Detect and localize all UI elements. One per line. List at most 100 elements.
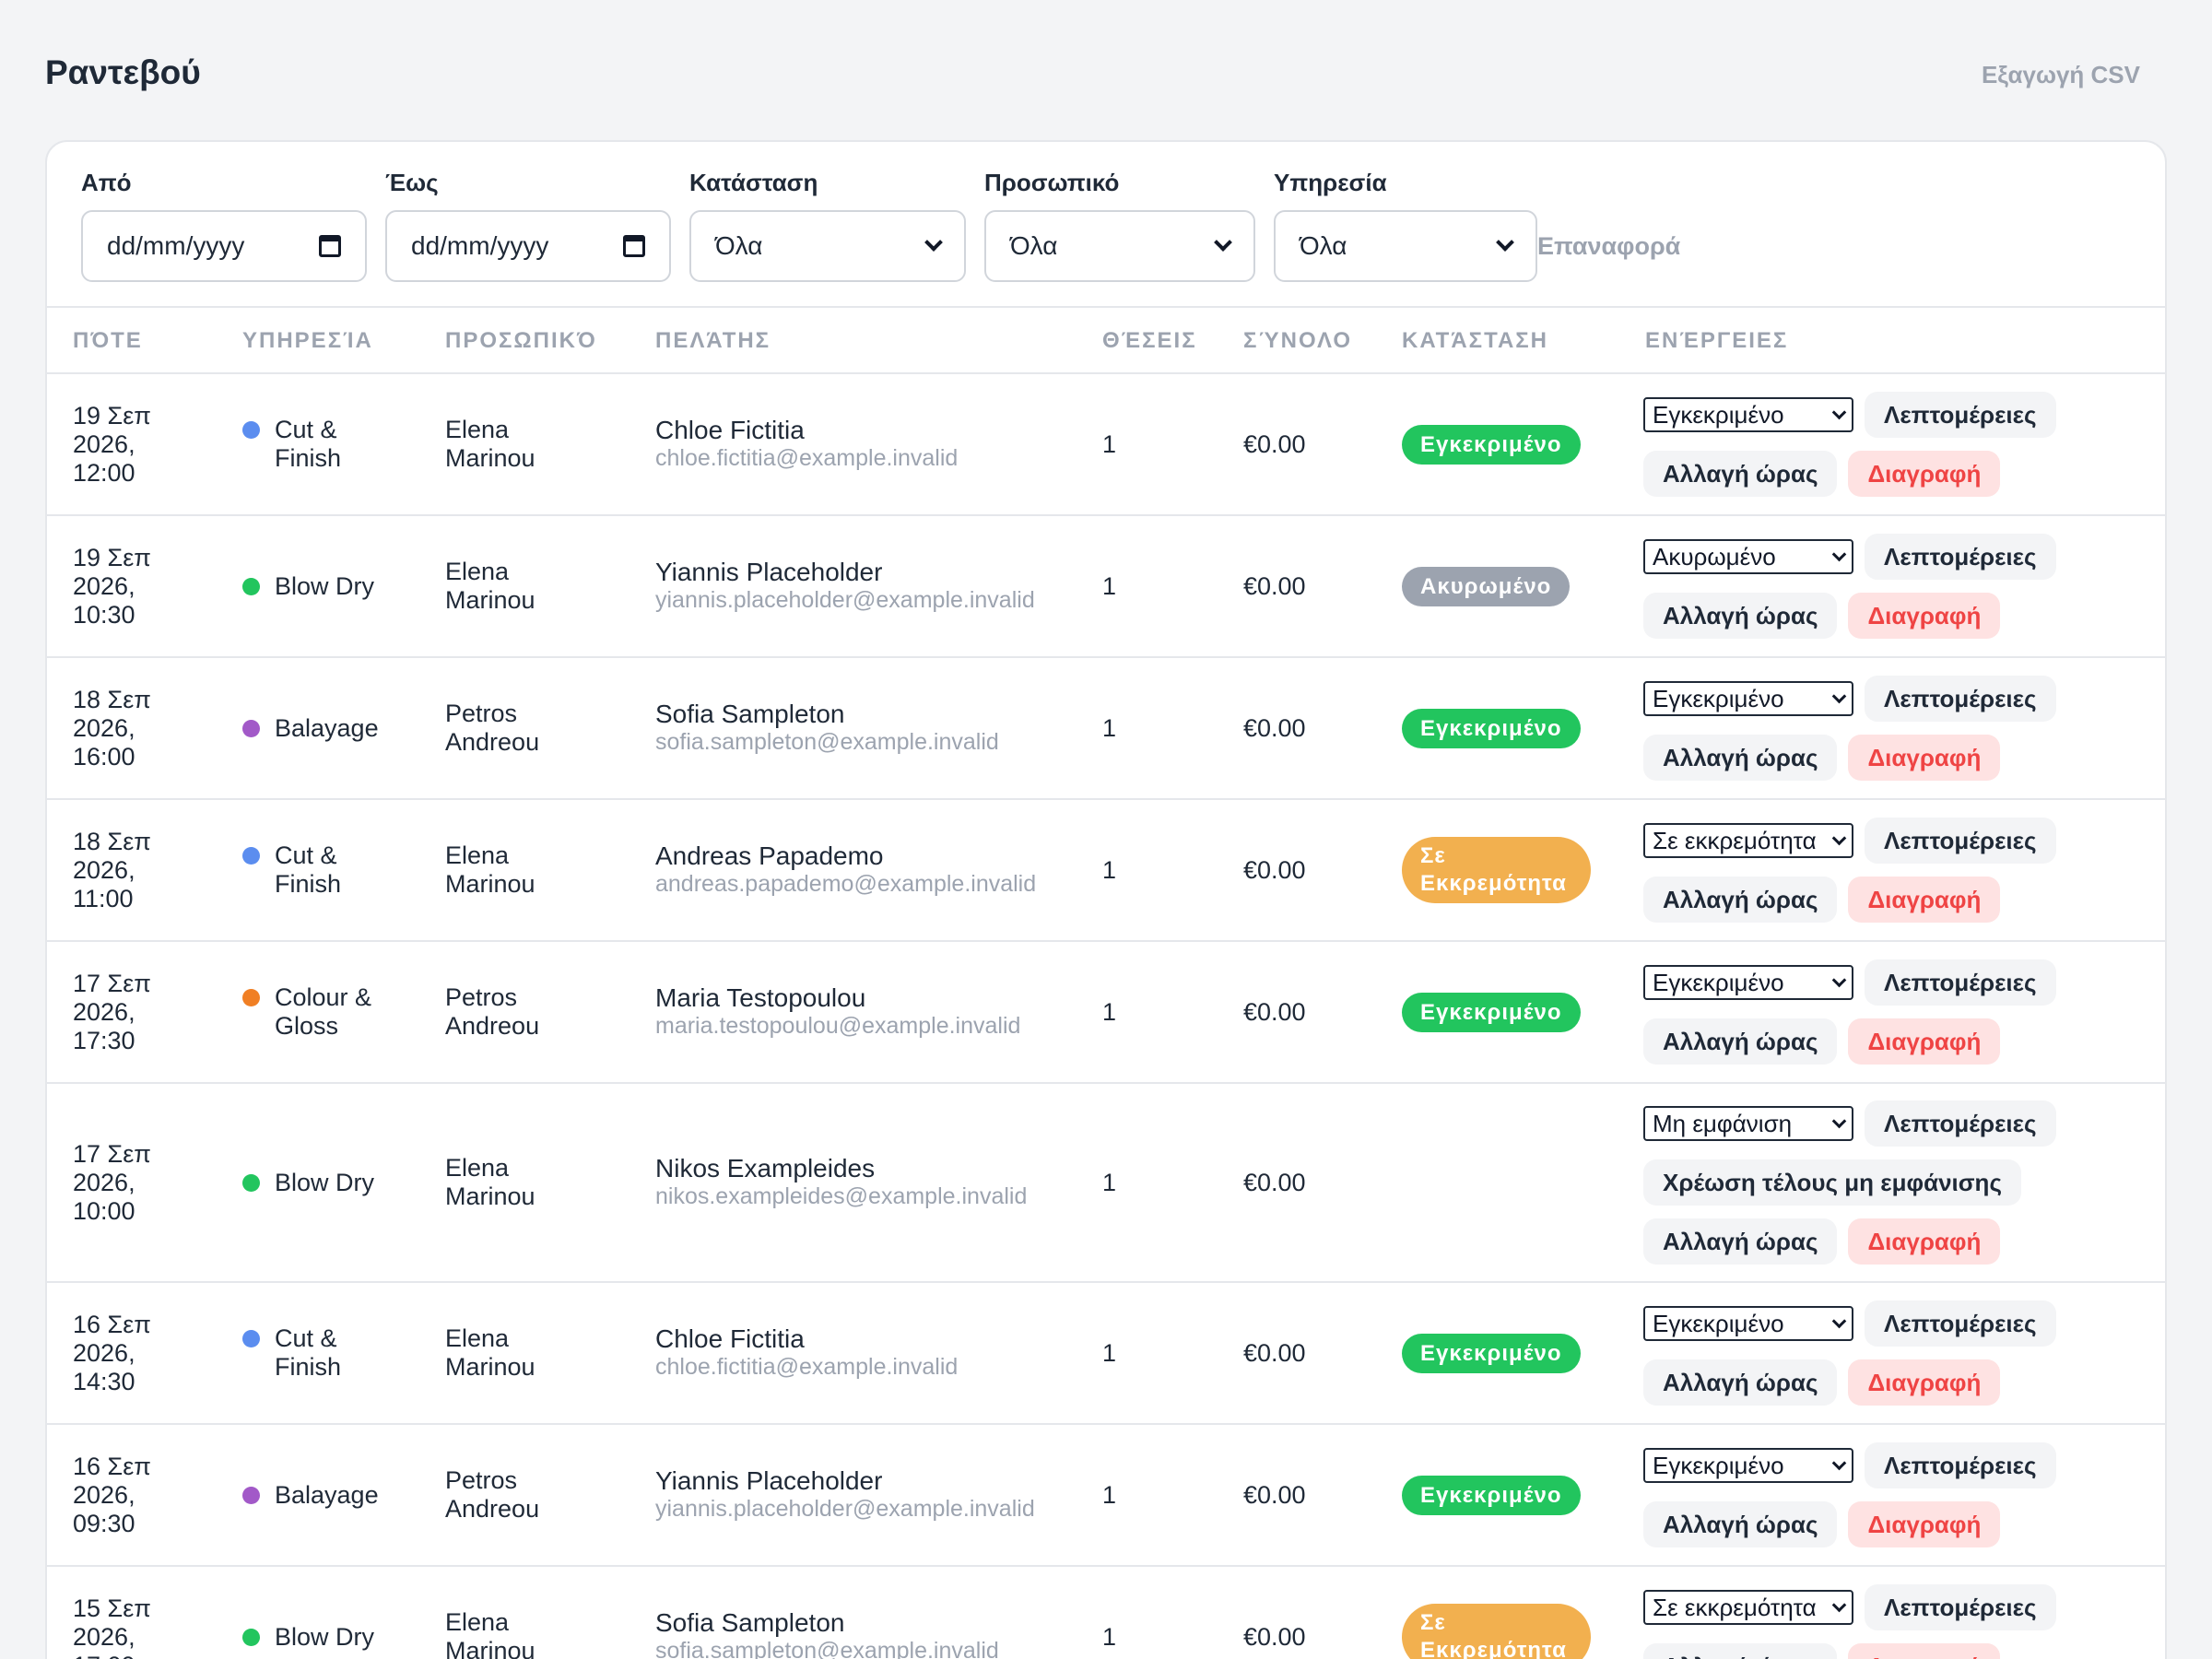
status-change-select[interactable]: Σε εκκρεμότητα <box>1643 823 1853 858</box>
seats-value: 1 <box>1102 429 1117 458</box>
status-change-value: Σε εκκρεμότητα <box>1653 1593 1817 1621</box>
delete-button[interactable]: Διαγραφή <box>1848 1018 2001 1065</box>
staff-name: Elena Marinou <box>445 841 535 898</box>
details-button[interactable]: Λεπτομέρειες <box>1865 959 2056 1006</box>
status-change-select[interactable]: Εγκεκριμένο <box>1643 681 1853 716</box>
details-button[interactable]: Λεπτομέρειες <box>1865 1584 2056 1630</box>
staff-select[interactable]: Όλα <box>984 210 1255 282</box>
service-name: Cut & Finish <box>275 416 342 472</box>
table-row: 19 Σεπ 2026, 10:30 Blow Dry Elena Marino… <box>47 516 2165 658</box>
delete-button[interactable]: Διαγραφή <box>1848 735 2001 781</box>
reschedule-button[interactable]: Αλλαγή ώρας <box>1643 877 1838 923</box>
reschedule-button[interactable]: Αλλαγή ώρας <box>1643 593 1838 639</box>
seats-value: 1 <box>1102 1338 1117 1367</box>
customer-email: maria.testopoulou@example.invalid <box>655 1013 1021 1039</box>
status-change-select[interactable]: Εγκεκριμένο <box>1643 397 1853 432</box>
seats-value: 1 <box>1102 997 1117 1026</box>
filter-status-label: Κατάσταση <box>689 169 818 196</box>
chevron-down-icon <box>1831 1113 1847 1128</box>
staff-name: Petros Andreou <box>445 1466 540 1523</box>
table-row: 16 Σεπ 2026, 09:30 Balayage Petros Andre… <box>47 1425 2165 1567</box>
noshow-fee-button[interactable]: Χρέωση τέλους μη εμφάνισης <box>1643 1159 2021 1206</box>
reschedule-button[interactable]: Αλλαγή ώρας <box>1643 1018 1838 1065</box>
table-row: 18 Σεπ 2026, 16:00 Balayage Petros Andre… <box>47 658 2165 800</box>
status-change-select[interactable]: Εγκεκριμένο <box>1643 965 1853 1000</box>
details-button[interactable]: Λεπτομέρειες <box>1865 818 2056 864</box>
reschedule-button[interactable]: Αλλαγή ώρας <box>1643 1643 1838 1659</box>
status-change-select[interactable]: Μη εμφάνιση <box>1643 1106 1853 1141</box>
service-cell: Balayage <box>242 658 399 798</box>
appointment-time: 17 Σεπ 2026, 17:30 <box>73 969 151 1054</box>
appointments-card: Από dd/mm/yyyy Έως dd/mm/yyyy Κατάσταση … <box>45 140 2167 1659</box>
status-select[interactable]: Όλα <box>689 210 966 282</box>
seats-value: 1 <box>1102 571 1117 600</box>
service-cell: Colour & Gloss <box>242 942 399 1082</box>
status-change-value: Εγκεκριμένο <box>1653 968 1784 996</box>
service-cell: Cut & Finish <box>242 374 399 514</box>
table-row: 17 Σεπ 2026, 17:30 Colour & Gloss Petros… <box>47 942 2165 1084</box>
customer-name: Nikos Exampleides <box>655 1154 876 1182</box>
customer-name: Yiannis Placeholder <box>655 1466 883 1495</box>
delete-button[interactable]: Διαγραφή <box>1848 877 2001 923</box>
reschedule-button[interactable]: Αλλαγή ώρας <box>1643 735 1838 781</box>
col-customer: ΠΕΛΆΤΗΣ <box>655 328 771 353</box>
customer-email: sofia.sampleton@example.invalid <box>655 1638 999 1659</box>
customer-cell: Chloe Fictitia chloe.fictitia@example.in… <box>655 1283 958 1423</box>
status-change-value: Εγκεκριμένο <box>1653 1451 1784 1479</box>
service-cell: Blow Dry <box>242 1084 399 1281</box>
details-button[interactable]: Λεπτομέρειες <box>1865 1300 2056 1347</box>
filter-to: Έως <box>385 169 439 206</box>
status-badge: Εγκεκριμένο <box>1402 708 1581 748</box>
status-change-select[interactable]: Εγκεκριμένο <box>1643 1306 1853 1341</box>
status-select-value: Όλα <box>715 231 763 260</box>
delete-button[interactable]: Διαγραφή <box>1848 451 2001 497</box>
appointment-time: 19 Σεπ 2026, 12:00 <box>73 401 151 487</box>
row-actions: Εγκεκριμένο Λεπτομέρειες Αλλαγή ώρας Δια… <box>1643 1425 2056 1565</box>
reset-filters-link[interactable]: Επαναφορά <box>1537 232 1681 260</box>
reschedule-button[interactable]: Αλλαγή ώρας <box>1643 1218 1838 1265</box>
chevron-down-icon <box>1214 233 1232 252</box>
total-value: €0.00 <box>1243 1338 1306 1367</box>
delete-button[interactable]: Διαγραφή <box>1848 1501 2001 1547</box>
reschedule-button[interactable]: Αλλαγή ώρας <box>1643 1501 1838 1547</box>
date-to-input[interactable]: dd/mm/yyyy <box>385 210 671 282</box>
reschedule-button[interactable]: Αλλαγή ώρας <box>1643 451 1838 497</box>
details-button[interactable]: Λεπτομέρειες <box>1865 534 2056 580</box>
status-cell: Εγκεκριμένο <box>1402 1425 1581 1565</box>
delete-button[interactable]: Διαγραφή <box>1848 1359 2001 1406</box>
service-name: Cut & Finish <box>275 1324 342 1381</box>
reschedule-button[interactable]: Αλλαγή ώρας <box>1643 1359 1838 1406</box>
appointment-time: 18 Σεπ 2026, 11:00 <box>73 827 151 912</box>
details-button[interactable]: Λεπτομέρειες <box>1865 392 2056 438</box>
total-value: €0.00 <box>1243 1480 1306 1509</box>
status-change-select[interactable]: Ακυρωμένο <box>1643 539 1853 574</box>
status-change-value: Εγκεκριμένο <box>1653 400 1784 429</box>
row-actions: Ακυρωμένο Λεπτομέρειες Αλλαγή ώρας Διαγρ… <box>1643 516 2056 656</box>
chevron-down-icon <box>924 233 943 252</box>
delete-button[interactable]: Διαγραφή <box>1848 1218 2001 1265</box>
delete-button[interactable]: Διαγραφή <box>1848 1643 2001 1659</box>
customer-name: Chloe Fictitia <box>655 416 805 444</box>
chevron-down-icon <box>1831 972 1847 987</box>
export-csv-link[interactable]: Εξαγωγή CSV <box>1981 61 2140 88</box>
status-change-value: Μη εμφάνιση <box>1653 1109 1793 1137</box>
customer-name: Sofia Sampleton <box>655 1608 845 1637</box>
calendar-icon[interactable] <box>623 235 645 257</box>
details-button[interactable]: Λεπτομέρειες <box>1865 676 2056 722</box>
status-cell: Εγκεκριμένο <box>1402 942 1581 1082</box>
customer-name: Maria Testopoulou <box>655 983 866 1012</box>
delete-button[interactable]: Διαγραφή <box>1848 593 2001 639</box>
details-button[interactable]: Λεπτομέρειες <box>1865 1100 2056 1147</box>
service-select[interactable]: Όλα <box>1274 210 1537 282</box>
total-value: €0.00 <box>1243 571 1306 600</box>
date-from-input[interactable]: dd/mm/yyyy <box>81 210 367 282</box>
status-change-select[interactable]: Εγκεκριμένο <box>1643 1448 1853 1483</box>
row-actions: Εγκεκριμένο Λεπτομέρειες Αλλαγή ώρας Δια… <box>1643 374 2056 514</box>
staff-name: Elena Marinou <box>445 1154 535 1210</box>
details-button[interactable]: Λεπτομέρειες <box>1865 1442 2056 1488</box>
status-badge: Ακυρωμένο <box>1402 566 1571 606</box>
status-change-select[interactable]: Σε εκκρεμότητα <box>1643 1590 1853 1625</box>
calendar-icon[interactable] <box>319 235 341 257</box>
service-cell: Blow Dry <box>242 1567 399 1659</box>
customer-cell: Sofia Sampleton sofia.sampleton@example.… <box>655 1567 999 1659</box>
